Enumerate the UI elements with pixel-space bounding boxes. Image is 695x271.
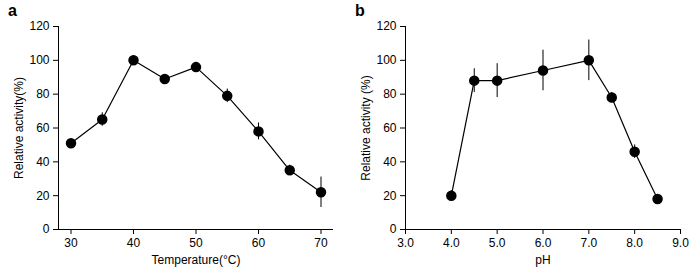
svg-text:40: 40 (127, 236, 141, 250)
svg-text:120: 120 (376, 19, 396, 33)
svg-text:60: 60 (383, 121, 397, 135)
svg-text:8.0: 8.0 (626, 236, 643, 250)
svg-text:0: 0 (390, 222, 397, 236)
svg-text:7.0: 7.0 (580, 236, 597, 250)
svg-text:40: 40 (383, 155, 397, 169)
svg-text:Relative activity(%): Relative activity(%) (12, 77, 26, 179)
svg-text:70: 70 (314, 236, 328, 250)
svg-text:120: 120 (29, 19, 49, 33)
html-text:b: b (355, 2, 365, 19)
svg-text:9.0: 9.0 (672, 236, 689, 250)
svg-text:50: 50 (189, 236, 203, 250)
svg-text:Relative activity (%): Relative activity (%) (359, 75, 373, 180)
svg-text:6.0: 6.0 (535, 236, 552, 250)
svg-text:30: 30 (64, 236, 78, 250)
svg-text:3.0: 3.0 (397, 236, 414, 250)
svg-text:20: 20 (36, 189, 50, 203)
svg-text:40: 40 (36, 155, 50, 169)
svg-text:80: 80 (383, 87, 397, 101)
svg-text:5.0: 5.0 (489, 236, 506, 250)
svg-text:60: 60 (252, 236, 266, 250)
svg-text:20: 20 (383, 189, 397, 203)
svg-text:80: 80 (36, 87, 50, 101)
svg-text:Temperature(°C): Temperature(°C) (152, 253, 241, 267)
svg-text:100: 100 (29, 53, 49, 67)
html-text:a: a (8, 2, 17, 19)
svg-text:60: 60 (36, 121, 50, 135)
svg-text:pH: pH (535, 253, 550, 267)
svg-text:100: 100 (376, 53, 396, 67)
svg-text:0: 0 (43, 222, 50, 236)
svg-text:4.0: 4.0 (443, 236, 460, 250)
